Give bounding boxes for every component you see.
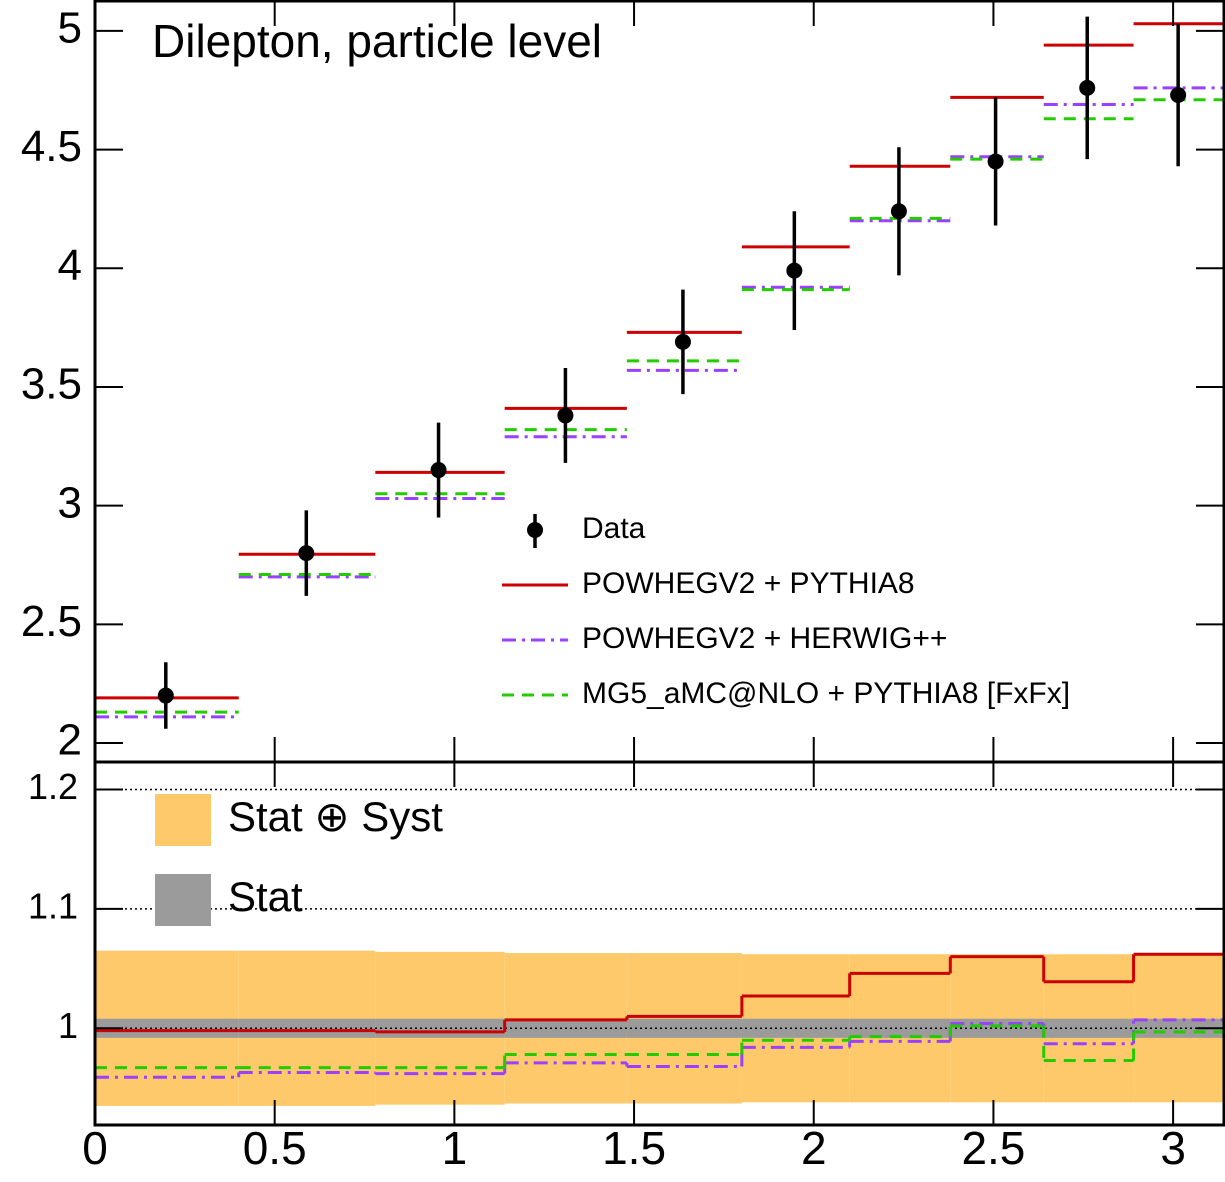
uncertainty-band: [950, 1018, 1044, 1038]
y-tick-label: 4.5: [21, 122, 82, 171]
y-tick-label: 2: [58, 716, 82, 765]
y-tick-label: 4: [58, 241, 82, 290]
data-point: [557, 407, 574, 424]
data-point: [1079, 79, 1096, 96]
data-point: [786, 262, 803, 279]
uncertainty-band: [849, 1018, 951, 1038]
legend-label: Stat: [228, 873, 303, 920]
panel-frame: [93, 0, 1225, 764]
y-tick-label: 5: [58, 4, 82, 53]
legend-label: POWHEGV2 + HERWIG++: [582, 622, 947, 655]
x-tick-label: 3: [1160, 1122, 1186, 1174]
x-tick-label: 2: [801, 1122, 827, 1174]
uncertainty-band: [1043, 1018, 1134, 1038]
y-tick-label: 2.5: [21, 597, 82, 646]
legend-swatch: [527, 522, 543, 538]
data-point: [890, 203, 907, 220]
y-tick-label: 1.2: [28, 766, 78, 807]
y-tick-label: 1: [58, 1005, 78, 1046]
uncertainty-band: [626, 1018, 742, 1038]
x-tick-label: 2.5: [961, 1122, 1025, 1174]
uncertainty-band: [238, 1018, 376, 1038]
data-point: [298, 545, 315, 562]
legend-swatch: [155, 794, 211, 846]
y-tick-label: 3: [58, 478, 82, 527]
x-tick-label: 0: [82, 1122, 108, 1174]
data-point: [1170, 86, 1187, 103]
x-tick-label: 1.5: [602, 1122, 666, 1174]
data-point: [430, 462, 447, 479]
legend-label: Stat ⊕ Syst: [228, 793, 443, 840]
x-tick-label: 1: [442, 1122, 468, 1174]
data-point: [987, 153, 1004, 170]
x-tick-label: 0.5: [243, 1122, 307, 1174]
legend-label: POWHEGV2 + PYTHIA8: [582, 567, 915, 600]
y-tick-label: 1.1: [28, 885, 78, 926]
legend-swatch: [155, 874, 211, 926]
data-point: [157, 687, 174, 704]
chart-title: Dilepton, particle level: [152, 15, 602, 67]
legend-label: MG5_aMC@NLO + PYTHIA8 [FxFx]: [582, 677, 1070, 710]
legend-label: Data: [582, 512, 646, 545]
data-point: [674, 333, 691, 350]
y-tick-label: 3.5: [21, 360, 82, 409]
